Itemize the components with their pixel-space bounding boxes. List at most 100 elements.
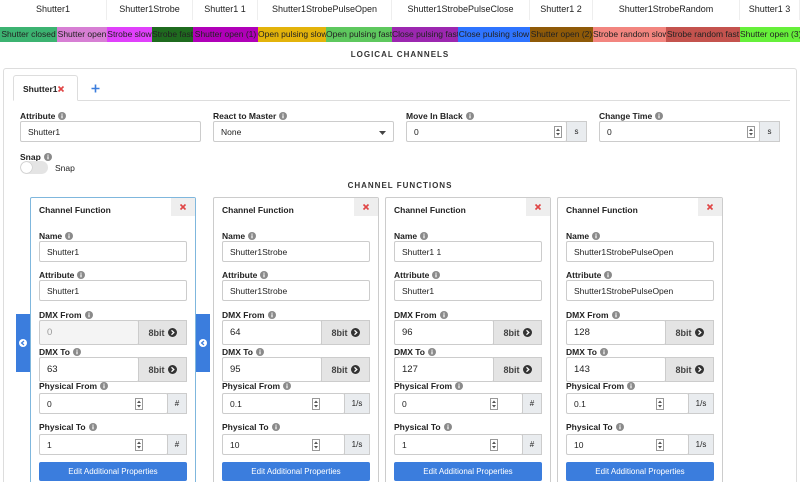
physical-input[interactable]: 0 xyxy=(39,393,168,414)
card-label-text: Name xyxy=(394,231,418,241)
info-icon xyxy=(84,311,93,319)
dmx-input[interactable]: 64 xyxy=(222,320,322,345)
card-remove[interactable] xyxy=(698,198,722,216)
card-header: Channel Function xyxy=(566,205,638,215)
resolution-button[interactable]: 8bit xyxy=(138,320,187,345)
physical-input[interactable]: 1 xyxy=(394,434,523,455)
card-label: DMX From xyxy=(566,310,620,320)
close-icon xyxy=(706,203,714,211)
info-icon xyxy=(260,271,269,279)
field-input[interactable]: 0 xyxy=(599,121,760,142)
card-value: Shutter1 xyxy=(402,285,435,296)
edit-properties-button[interactable]: Edit Additional Properties xyxy=(566,462,714,481)
dmx-input[interactable]: 128 xyxy=(566,320,666,345)
info-icon xyxy=(592,232,601,240)
spinner xyxy=(490,398,498,410)
physical-input[interactable]: 0.1 xyxy=(222,393,345,414)
card-label-text: DMX From xyxy=(566,310,609,320)
info-icon xyxy=(271,423,280,431)
card-label: Physical From xyxy=(222,381,292,391)
card-label-text: Physical From xyxy=(394,381,453,391)
snap-toggle[interactable] xyxy=(20,161,48,174)
move-arrow[interactable] xyxy=(16,314,30,372)
dmx-input[interactable]: 0 xyxy=(39,320,139,345)
card-label-text: Physical From xyxy=(39,381,98,391)
card-remove[interactable] xyxy=(354,198,378,216)
edit-properties-button[interactable]: Edit Additional Properties xyxy=(222,462,370,481)
move-arrow[interactable] xyxy=(196,314,210,372)
segment: Shutter closed xyxy=(0,27,57,42)
card-remove[interactable] xyxy=(526,198,550,216)
chevron-icon xyxy=(694,365,704,374)
physical-value: 0 xyxy=(402,398,407,409)
card-input[interactable]: Shutter1 xyxy=(39,241,187,262)
resolution-button[interactable]: 8bit xyxy=(321,357,370,382)
close-icon xyxy=(362,203,370,211)
field-value: 0 xyxy=(414,126,419,137)
card-input[interactable]: Shutter1StrobePulseOpen xyxy=(566,280,714,301)
physical-unit: 1/s xyxy=(688,393,714,414)
edit-properties-button[interactable]: Edit Additional Properties xyxy=(39,462,187,481)
dmx-input[interactable]: 127 xyxy=(394,357,494,382)
physical-input[interactable]: 1 xyxy=(39,434,168,455)
section-title: LOGICAL CHANNELS xyxy=(350,50,450,59)
card-input[interactable]: Shutter1Strobe xyxy=(222,280,370,301)
card-input[interactable]: Shutter1 xyxy=(394,280,542,301)
physical-input[interactable]: 0.1 xyxy=(566,393,689,414)
spinner xyxy=(312,398,320,410)
dropdown-caret xyxy=(379,131,386,135)
field-value: Shutter1 xyxy=(28,126,61,137)
card-label: Physical To xyxy=(394,422,452,432)
tab-line xyxy=(13,100,790,101)
field-input[interactable]: Shutter1 xyxy=(20,121,201,142)
dmx-input[interactable]: 143 xyxy=(566,357,666,382)
card-label: Physical To xyxy=(39,422,97,432)
resolution-button[interactable]: 8bit xyxy=(321,320,370,345)
card-input[interactable]: Shutter1 1 xyxy=(394,241,542,262)
dmx-input[interactable]: 95 xyxy=(222,357,322,382)
resolution-button[interactable]: 8bit xyxy=(493,320,542,345)
physical-input[interactable]: 10 xyxy=(222,434,345,455)
card-label-text: Name xyxy=(222,231,246,241)
tab[interactable]: Shutter1 xyxy=(13,75,78,101)
field-input[interactable]: 0 xyxy=(406,121,567,142)
segment: Shutter open xyxy=(57,27,107,42)
card-remove[interactable] xyxy=(171,198,195,216)
card-label: Physical From xyxy=(394,381,464,391)
card-input[interactable]: Shutter1 xyxy=(39,280,187,301)
edit-properties-button[interactable]: Edit Additional Properties xyxy=(394,462,542,481)
card-label-text: DMX To xyxy=(222,347,254,357)
resolution-label: 8bit xyxy=(331,327,348,338)
info-icon xyxy=(420,232,429,240)
card-label-text: Physical To xyxy=(222,422,269,432)
card-input[interactable]: Shutter1Strobe xyxy=(222,241,370,262)
snap-toggle-label: Snap xyxy=(55,163,75,173)
dmx-value: 95 xyxy=(230,364,241,375)
card-label: Physical From xyxy=(39,381,109,391)
column-header: Shutter1 3 xyxy=(740,0,800,20)
dmx-value: 128 xyxy=(574,327,590,338)
dmx-input[interactable]: 96 xyxy=(394,320,494,345)
resolution-button[interactable]: 8bit xyxy=(665,357,714,382)
info-icon xyxy=(604,271,613,279)
resolution-button[interactable]: 8bit xyxy=(493,357,542,382)
card-label-text: DMX From xyxy=(394,310,437,320)
physical-input[interactable]: 10 xyxy=(566,434,689,455)
info-icon xyxy=(58,112,67,120)
dmx-value: 0 xyxy=(47,327,53,338)
physical-unit: # xyxy=(167,434,187,455)
dmx-input[interactable]: 63 xyxy=(39,357,139,382)
field-input[interactable]: None xyxy=(213,121,394,142)
info-icon xyxy=(43,153,52,161)
column-header: Shutter1 2 xyxy=(530,0,593,20)
resolution-label: 8bit xyxy=(503,364,520,375)
physical-value: 0 xyxy=(47,398,52,409)
card-input[interactable]: Shutter1StrobePulseOpen xyxy=(566,241,714,262)
card-label: DMX To xyxy=(394,347,437,357)
resolution-button[interactable]: 8bit xyxy=(665,320,714,345)
resolution-button[interactable]: 8bit xyxy=(138,357,187,382)
channel-function-card: Channel Function Name Shutter1 Attribute Shu… xyxy=(30,197,196,482)
physical-input[interactable]: 0 xyxy=(394,393,523,414)
card-label-text: DMX To xyxy=(39,347,71,357)
